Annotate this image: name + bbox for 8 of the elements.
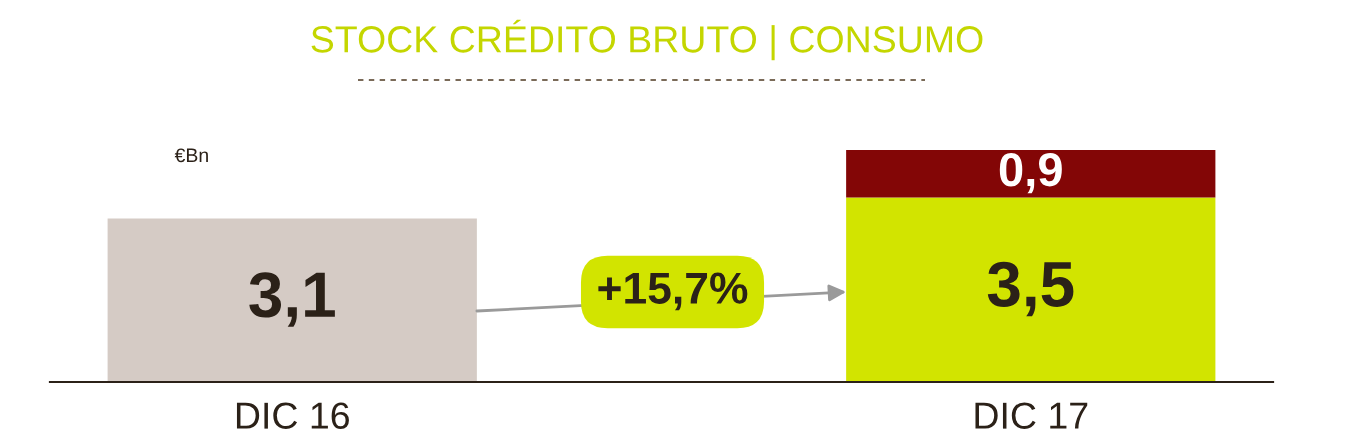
x-tick-label: DIC 16	[236, 402, 349, 429]
x-tick-label: DIC 17	[975, 402, 1088, 429]
data-label: 0,9	[999, 152, 1062, 194]
annotation: +15,7%	[598, 272, 748, 311]
data-label: 3,1	[249, 272, 335, 327]
chart-title: STOCK CRÉDITO BRUTO | CONSUMO	[311, 19, 983, 61]
y-axis-title: €Bn	[174, 148, 208, 163]
data-label: 3,5	[987, 261, 1074, 317]
